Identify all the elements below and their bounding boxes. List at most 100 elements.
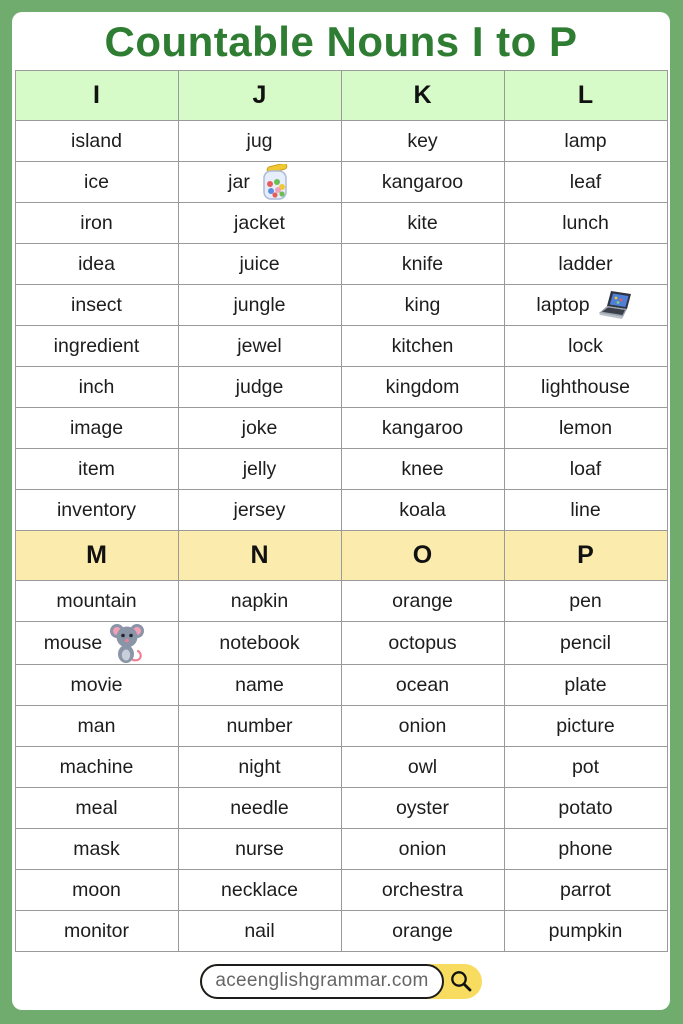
word-label: judge [235, 375, 284, 398]
word-label: name [235, 673, 284, 696]
word-cell-lighthouse: lighthouse [503, 366, 668, 409]
word-cell-orange: orange [340, 580, 505, 623]
word-cell-ladder: ladder [503, 243, 668, 286]
word-label: koala [399, 498, 446, 521]
word-cell-lemon: lemon [503, 407, 668, 450]
word-cell-moon: moon [14, 869, 179, 912]
word-cell-notebook: notebook [177, 621, 342, 666]
column-header-j: J [177, 70, 342, 122]
word-label: jungle [233, 293, 286, 316]
word-cell-phone: phone [503, 828, 668, 871]
word-label: idea [78, 252, 115, 275]
word-label: jewel [237, 334, 282, 357]
word-label: parrot [560, 878, 611, 901]
word-cell-name: name [177, 664, 342, 707]
word-label: insect [71, 293, 122, 316]
table-row: inch judge kingdom lighthouse [14, 366, 668, 409]
word-label: image [69, 416, 124, 439]
word-cell-item: item [14, 448, 179, 491]
word-label: orange [392, 919, 453, 942]
word-cell-leaf: leaf [503, 161, 668, 204]
table-row: item jelly knee loaf [14, 448, 668, 491]
word-cell-napkin: napkin [177, 580, 342, 623]
word-label: nail [244, 919, 275, 942]
word-label: mouse [43, 631, 103, 654]
jar-icon [257, 164, 291, 200]
word-label: mountain [56, 589, 137, 612]
word-label: king [404, 293, 441, 316]
word-cell-night: night [177, 746, 342, 789]
word-cell-juice: juice [177, 243, 342, 286]
word-cell-mountain: mountain [14, 580, 179, 623]
word-label: item [78, 457, 115, 480]
word-label: ocean [395, 673, 450, 696]
word-label: kangaroo [381, 170, 464, 193]
word-label: orange [392, 589, 453, 612]
word-label: juice [239, 252, 280, 275]
word-cell-movie: movie [14, 664, 179, 707]
word-label: jersey [233, 498, 286, 521]
table-row: mountain napkin orange pen [14, 580, 668, 623]
website-url: aceenglishgrammar.com [200, 963, 444, 999]
word-label: kitchen [391, 334, 454, 357]
word-label: octopus [388, 631, 457, 654]
word-cell-inch: inch [14, 366, 179, 409]
word-cell-plate: plate [503, 664, 668, 707]
page-title: Countable Nouns I to P [104, 18, 578, 65]
word-cell-meal: meal [14, 787, 179, 830]
word-label: orchestra [381, 878, 464, 901]
column-header-l: L [503, 70, 668, 122]
word-cell-monitor: monitor [14, 910, 179, 953]
word-cell-lock: lock [503, 325, 668, 368]
word-label: lemon [558, 416, 613, 439]
word-label: movie [70, 673, 123, 696]
website-pill[interactable]: aceenglishgrammar.com [200, 963, 482, 999]
word-cell-lunch: lunch [503, 202, 668, 245]
word-cell-iron: iron [14, 202, 179, 245]
word-cell-jungle: jungle [177, 284, 342, 327]
word-cell-koala: koala [340, 489, 505, 532]
table-row: mask nurse onion phone [14, 828, 668, 871]
word-label: pencil [560, 631, 611, 654]
word-cell-orchestra: orchestra [340, 869, 505, 912]
search-icon[interactable] [449, 969, 473, 993]
word-label: owl [407, 755, 438, 778]
word-cell-insect: insect [14, 284, 179, 327]
word-label: laptop [536, 293, 590, 316]
word-cell-lamp: lamp [503, 120, 668, 163]
table-row: meal needle oyster potato [14, 787, 668, 830]
word-cell-ocean: ocean [340, 664, 505, 707]
word-label: phone [558, 837, 613, 860]
word-cell-onion: onion [340, 705, 505, 748]
word-label: onion [398, 837, 447, 860]
word-cell-image: image [14, 407, 179, 450]
word-label: kangaroo [381, 416, 464, 439]
word-label: lamp [564, 129, 607, 152]
word-cell-kite: kite [340, 202, 505, 245]
word-label: joke [241, 416, 278, 439]
table-row: insect jungle king laptop [14, 284, 668, 327]
word-cell-ice: ice [14, 161, 179, 204]
word-cell-number: number [177, 705, 342, 748]
word-cell-line: line [503, 489, 668, 532]
word-label: machine [59, 755, 134, 778]
word-label: pumpkin [548, 919, 623, 942]
table-row: ingredient jewel kitchen lock [14, 325, 668, 368]
table-row: idea juice knife ladder [14, 243, 668, 286]
word-label: lighthouse [541, 375, 630, 398]
word-cell-inventory: inventory [14, 489, 179, 532]
word-cell-man: man [14, 705, 179, 748]
word-label: kite [407, 211, 438, 234]
word-cell-nail: nail [177, 910, 342, 953]
word-cell-mouse: mouse [14, 621, 179, 666]
word-label: napkin [230, 589, 289, 612]
word-label: needle [230, 796, 289, 819]
word-label: jacket [234, 211, 285, 234]
word-label: notebook [219, 631, 300, 654]
word-cell-potato: potato [503, 787, 668, 830]
word-label: necklace [221, 878, 298, 901]
word-label: kingdom [385, 375, 460, 398]
